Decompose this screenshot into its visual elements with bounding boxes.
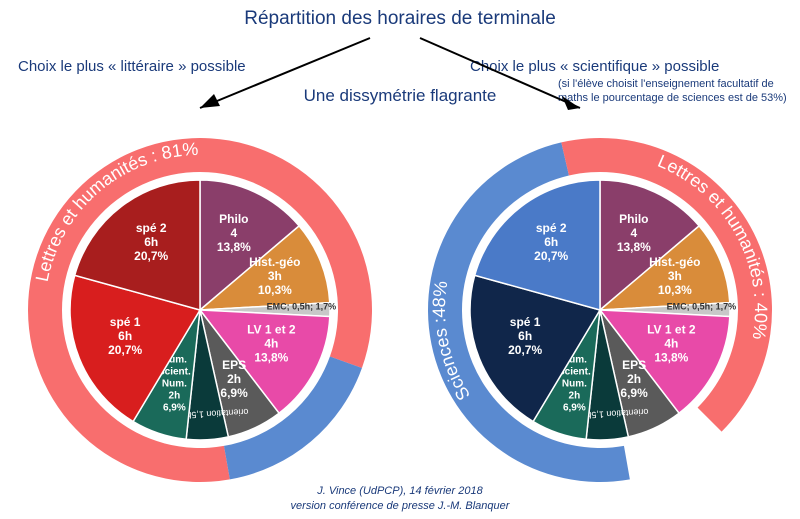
svg-text:4h: 4h bbox=[664, 336, 678, 350]
svg-text:6h: 6h bbox=[118, 329, 132, 343]
svg-text:2h: 2h bbox=[227, 372, 241, 386]
svg-text:20,7%: 20,7% bbox=[134, 249, 168, 263]
svg-text:LV 1 et 2: LV 1 et 2 bbox=[647, 322, 696, 336]
svg-text:EPS: EPS bbox=[222, 358, 246, 372]
svg-text:6h: 6h bbox=[544, 235, 558, 249]
svg-text:spé 1: spé 1 bbox=[110, 315, 141, 329]
svg-text:4: 4 bbox=[231, 226, 238, 240]
chart-left: Philo413,8%Hist.-géo3h10,3%EMC; 0,5h; 1,… bbox=[10, 130, 390, 490]
svg-text:6,9%: 6,9% bbox=[620, 386, 648, 400]
credit: J. Vince (UdPCP), 14 février 2018 versio… bbox=[0, 484, 800, 513]
svg-text:13,8%: 13,8% bbox=[617, 240, 651, 254]
svg-text:EMC; 0,5h; 1,7%: EMC; 0,5h; 1,7% bbox=[667, 302, 737, 312]
arrow-right-icon bbox=[410, 30, 610, 120]
credit-line1: J. Vince (UdPCP), 14 février 2018 bbox=[317, 485, 482, 497]
svg-text:6h: 6h bbox=[518, 329, 532, 343]
svg-text:6,9%: 6,9% bbox=[163, 402, 186, 413]
svg-text:LV 1 et 2: LV 1 et 2 bbox=[247, 322, 296, 336]
svg-text:20,7%: 20,7% bbox=[508, 343, 542, 357]
svg-text:Num.: Num. bbox=[562, 378, 587, 389]
svg-text:spé 1: spé 1 bbox=[510, 315, 541, 329]
svg-text:2h: 2h bbox=[627, 372, 641, 386]
svg-text:13,8%: 13,8% bbox=[654, 350, 688, 364]
svg-text:20,7%: 20,7% bbox=[534, 249, 568, 263]
svg-text:3h: 3h bbox=[668, 269, 682, 283]
svg-text:Philo: Philo bbox=[619, 212, 648, 226]
svg-text:6,9%: 6,9% bbox=[220, 386, 248, 400]
svg-text:spé 2: spé 2 bbox=[136, 221, 167, 235]
svg-text:13,8%: 13,8% bbox=[217, 240, 251, 254]
svg-text:6,9%: 6,9% bbox=[563, 402, 586, 413]
arrow-left-icon bbox=[180, 30, 380, 120]
svg-text:EMC; 0,5h; 1,7%: EMC; 0,5h; 1,7% bbox=[267, 302, 337, 312]
svg-text:Num.: Num. bbox=[162, 378, 187, 389]
slice-label: EMC; 0,5h; 1,7% bbox=[667, 302, 737, 312]
svg-text:6h: 6h bbox=[144, 235, 158, 249]
svg-text:3h: 3h bbox=[268, 269, 282, 283]
chart-right: Philo413,8%Hist.-géo3h10,3%EMC; 0,5h; 1,… bbox=[410, 130, 790, 490]
slice-label: EMC; 0,5h; 1,7% bbox=[267, 302, 337, 312]
credit-line2: version conférence de presse J.-M. Blanq… bbox=[291, 500, 510, 512]
svg-text:2h: 2h bbox=[169, 390, 181, 401]
svg-text:10,3%: 10,3% bbox=[658, 283, 692, 297]
svg-text:4h: 4h bbox=[264, 336, 278, 350]
svg-text:13,8%: 13,8% bbox=[254, 350, 288, 364]
svg-text:Hist.-géo: Hist.-géo bbox=[649, 255, 700, 269]
svg-text:20,7%: 20,7% bbox=[108, 343, 142, 357]
page-title: Répartition des horaires de terminale bbox=[0, 0, 800, 30]
svg-text:4: 4 bbox=[631, 226, 638, 240]
svg-text:10,3%: 10,3% bbox=[258, 283, 292, 297]
svg-text:Philo: Philo bbox=[219, 212, 248, 226]
svg-text:Hist.-géo: Hist.-géo bbox=[249, 255, 300, 269]
svg-text:EPS: EPS bbox=[622, 358, 646, 372]
svg-text:2h: 2h bbox=[569, 390, 581, 401]
svg-text:spé 2: spé 2 bbox=[536, 221, 567, 235]
